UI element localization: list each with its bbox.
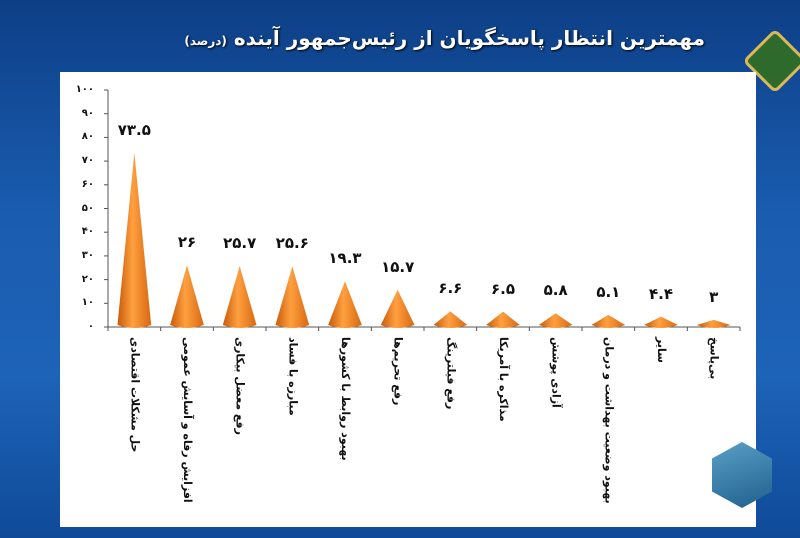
category-label: بهبود روابط با کشورها: [339, 337, 352, 461]
y-tick-label: ۸۰: [81, 131, 94, 143]
category-label: سایر: [655, 337, 668, 363]
category-label: رفع تحریم‌ها: [391, 337, 405, 406]
data-label: ۱۵.۷: [381, 257, 415, 276]
cone-bar: [538, 313, 573, 328]
chart-title: مهمترین انتظار پاسخگویان از رئیس‌جمهور آ…: [184, 26, 705, 50]
data-label: ۲۶: [177, 233, 197, 252]
category-label: رفع فیلترینگ: [444, 337, 458, 410]
category-label: بهبود وضعیت بهداشت و درمان: [602, 337, 616, 504]
data-label: ۲۵.۶: [275, 234, 309, 253]
data-label: ۶.۶: [438, 279, 463, 298]
cone-bar: [380, 289, 415, 328]
data-label: ۵.۱: [596, 282, 621, 301]
y-tick-label: ۵۰: [81, 202, 94, 214]
category-label: رفع معضل بیکاری: [233, 337, 247, 435]
cone-bar: [433, 311, 468, 328]
category-label: مبارزه با فساد: [286, 337, 300, 416]
cone-bar: [222, 266, 257, 328]
y-tick-label: ٠: [87, 321, 94, 332]
cone-bar: [328, 281, 362, 328]
category-label: مذاکره با آمریکا: [497, 337, 510, 422]
data-label: ۶.۵: [490, 279, 515, 298]
title-text: مهمترین انتظار پاسخگویان از رئیس‌جمهور آ…: [233, 26, 705, 50]
cone-bar: [591, 314, 626, 328]
data-label: ۳: [709, 287, 719, 306]
y-tick-label: ۷۰: [81, 155, 94, 167]
cone-bar: [275, 266, 310, 328]
cone-bar: [117, 152, 152, 328]
cone-bar: [486, 311, 520, 328]
chart-panel: [60, 72, 756, 527]
y-tick-label: ۱۰: [81, 297, 94, 309]
cone-bar: [170, 265, 204, 328]
data-label: ۷۳.۵: [117, 120, 151, 139]
y-tick-label: ۶۰: [81, 178, 94, 190]
category-label: افزایش رفاه و آسایش عمومی: [181, 337, 194, 503]
cone-bar: [644, 316, 678, 328]
category-label: حل مشکلات اقتصادی: [128, 337, 142, 453]
title-unit: (درصد): [184, 34, 227, 48]
y-tick-label: ۴۰: [81, 226, 94, 238]
data-label: ۵.۸: [543, 281, 568, 300]
y-tick-label: ۳۰: [81, 249, 94, 261]
y-tick-label: ۹۰: [81, 107, 94, 119]
data-label: ۲۵.۷: [223, 234, 257, 253]
cone-bar: [696, 319, 731, 328]
y-tick-label: ۱۰۰: [75, 84, 94, 95]
data-label: ۴.۴: [648, 284, 673, 303]
mehr-logo-icon: [712, 442, 772, 508]
y-tick-label: ۲۰: [81, 273, 94, 285]
data-label: ۱۹.۳: [328, 249, 362, 268]
category-label: بی‌پاسخ: [707, 337, 721, 380]
category-label: آزادی پوشش: [549, 337, 563, 408]
